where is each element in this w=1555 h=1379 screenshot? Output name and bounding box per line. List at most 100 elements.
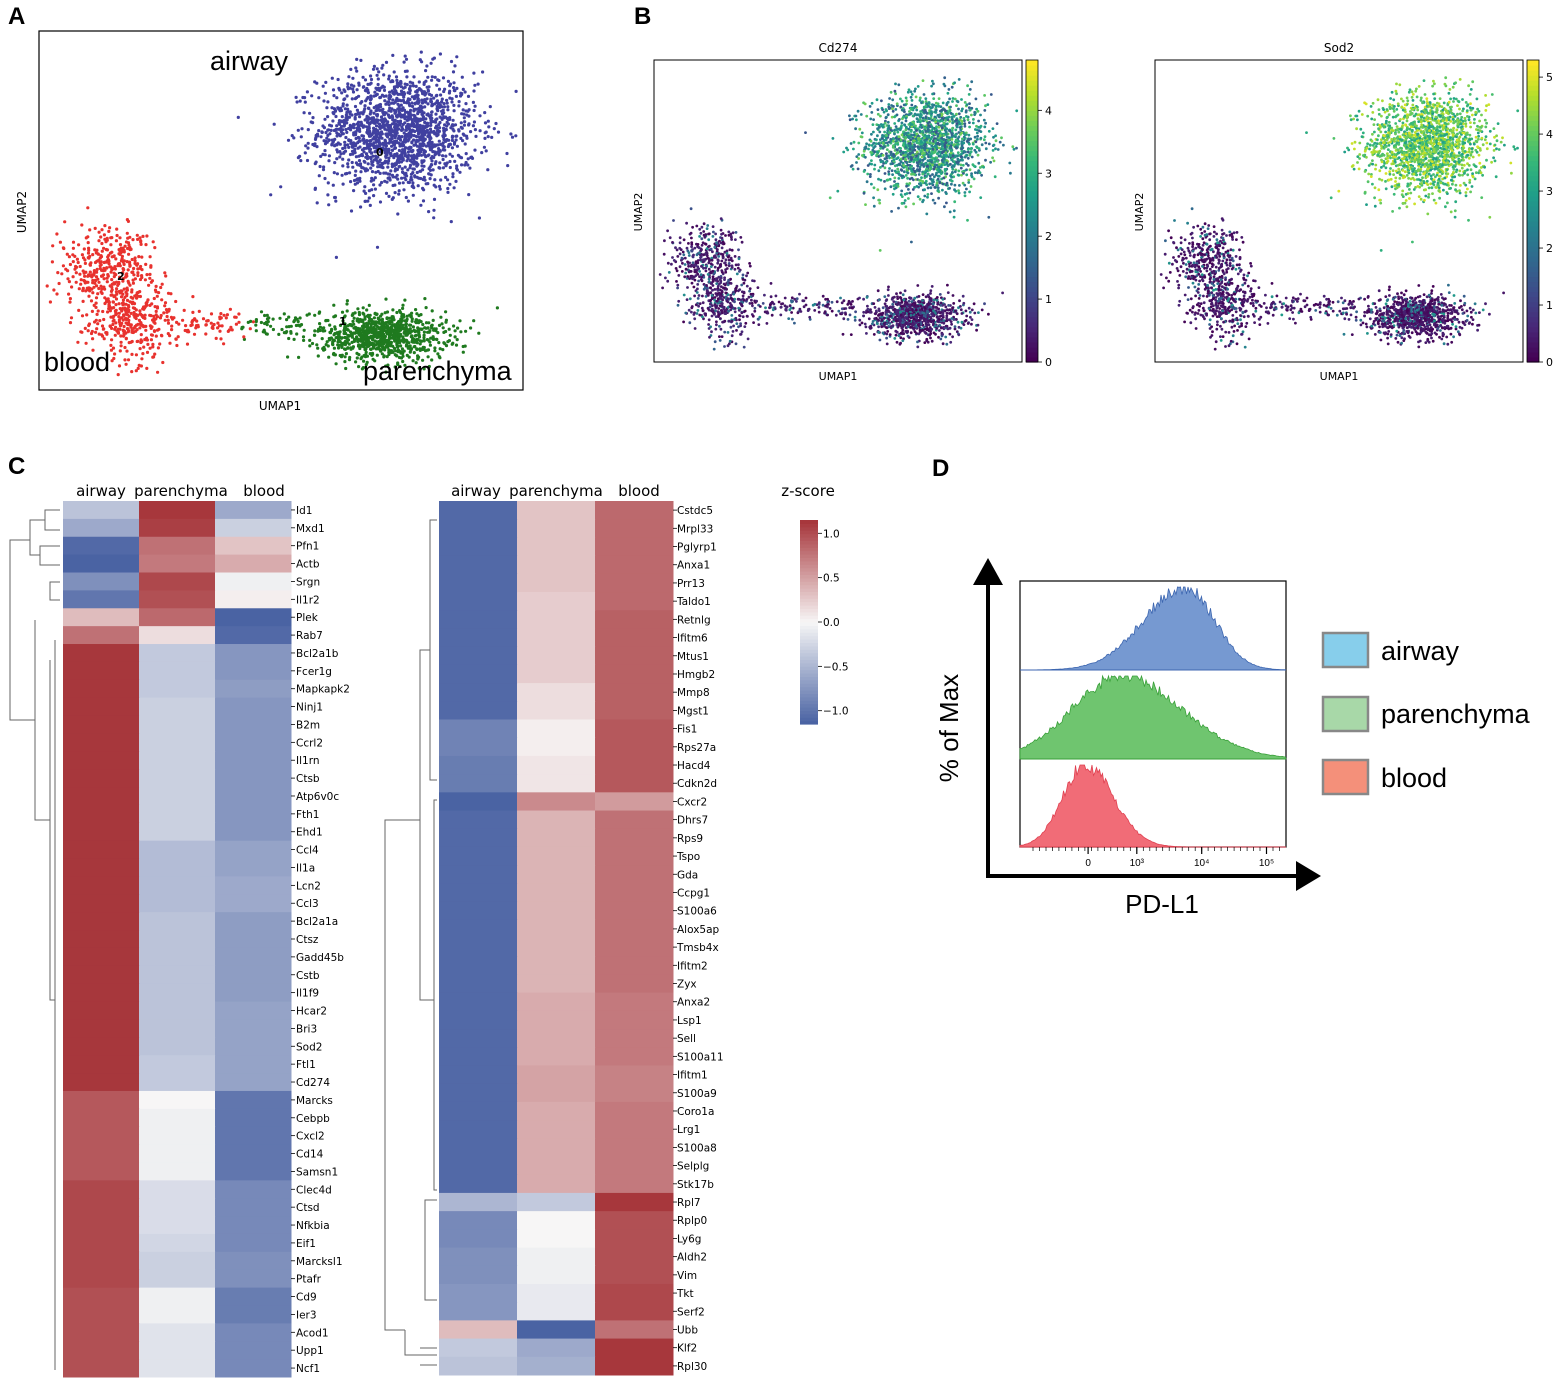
umap-point: [144, 328, 148, 332]
umap-point: [157, 327, 161, 331]
umap-point: [55, 292, 59, 296]
umap-point: [345, 130, 349, 134]
expr-point: [869, 117, 873, 121]
umap-point: [460, 126, 464, 130]
umap-point: [425, 128, 429, 132]
umap-point: [414, 308, 418, 312]
expr-point: [863, 102, 867, 106]
expr-point: [969, 150, 973, 154]
umap-point: [326, 128, 331, 132]
expr-point: [893, 169, 897, 173]
umap-point: [387, 100, 391, 104]
umap-point: [87, 294, 91, 298]
umap-point: [80, 223, 84, 227]
umap-point: [326, 133, 330, 137]
expr-point: [905, 99, 909, 103]
umap-point: [377, 138, 381, 142]
umap-point: [435, 108, 440, 112]
umap-point: [410, 184, 414, 188]
umap-point: [295, 332, 299, 336]
umap-point: [122, 313, 126, 317]
expr-point: [955, 118, 958, 122]
umap-point: [356, 330, 360, 334]
expr-point: [872, 130, 875, 134]
expr-point: [929, 177, 932, 181]
expr-point: [933, 115, 937, 119]
umap-point: [359, 120, 363, 124]
umap-point: [391, 53, 395, 58]
umap-point: [91, 337, 95, 341]
expr-point: [865, 142, 868, 146]
expr-point: [883, 130, 886, 134]
umap-point: [145, 273, 149, 277]
expr-point: [910, 99, 914, 102]
expr-point: [894, 108, 898, 111]
expr-point: [893, 122, 897, 125]
umap-point: [404, 319, 408, 323]
umap-point: [367, 196, 371, 200]
umap-point: [404, 146, 408, 150]
expr-point: [917, 141, 920, 145]
expr-point: [854, 127, 857, 131]
expr-point: [973, 135, 977, 139]
expr-point: [891, 107, 894, 111]
umap-point: [137, 294, 141, 298]
umap-point: [263, 313, 267, 318]
expr-point: [989, 93, 993, 96]
expr-point: [952, 160, 956, 164]
umap-point: [119, 340, 123, 344]
umap-point: [309, 120, 313, 124]
umap-point: [352, 316, 356, 320]
umap-point: [418, 124, 422, 128]
umap-point: [370, 336, 374, 341]
expr-point: [897, 135, 901, 139]
umap-point: [347, 158, 351, 162]
umap-point: [132, 302, 137, 306]
panel-letter-d: D: [932, 455, 949, 482]
umap-point: [240, 325, 244, 330]
expr-point: [945, 111, 949, 115]
umap-point: [272, 122, 276, 126]
umap-point: [331, 88, 336, 92]
umap-point: [298, 316, 302, 320]
umap-point: [404, 339, 408, 343]
umap-point: [352, 141, 356, 145]
umap-point: [382, 113, 386, 117]
umap-point: [222, 342, 226, 346]
umap-point: [95, 284, 99, 288]
umap-point: [325, 340, 329, 344]
umap-point: [356, 307, 360, 311]
umap-point: [379, 115, 384, 119]
expr-point: [852, 140, 856, 144]
umap-point: [149, 333, 154, 337]
umap-point: [345, 103, 349, 107]
umap-point: [324, 80, 328, 84]
umap-point: [466, 157, 470, 161]
umap-point: [374, 347, 378, 351]
expr-point: [901, 151, 905, 155]
umap-point: [418, 58, 422, 62]
umap-point: [440, 112, 444, 116]
expr-point: [891, 192, 895, 196]
umap-point: [455, 166, 459, 170]
umap-point: [444, 128, 448, 132]
umap-point: [387, 77, 391, 81]
umap-point: [432, 130, 436, 134]
umap-point: [78, 272, 82, 276]
umap-point: [87, 246, 91, 250]
umap-point: [408, 166, 412, 170]
expr-point: [922, 165, 926, 168]
umap-point: [415, 95, 419, 99]
umap-point: [88, 228, 92, 232]
umap-point: [446, 178, 450, 182]
expr-point: [860, 131, 864, 135]
umap-point: [124, 336, 128, 340]
umap-point: [384, 147, 388, 151]
expr-point: [904, 135, 908, 139]
umap-point: [376, 316, 380, 320]
umap-point: [446, 79, 450, 83]
umap-point: [94, 305, 98, 309]
umap-point: [357, 319, 361, 323]
umap-point: [184, 324, 188, 328]
umap-point: [444, 344, 449, 348]
